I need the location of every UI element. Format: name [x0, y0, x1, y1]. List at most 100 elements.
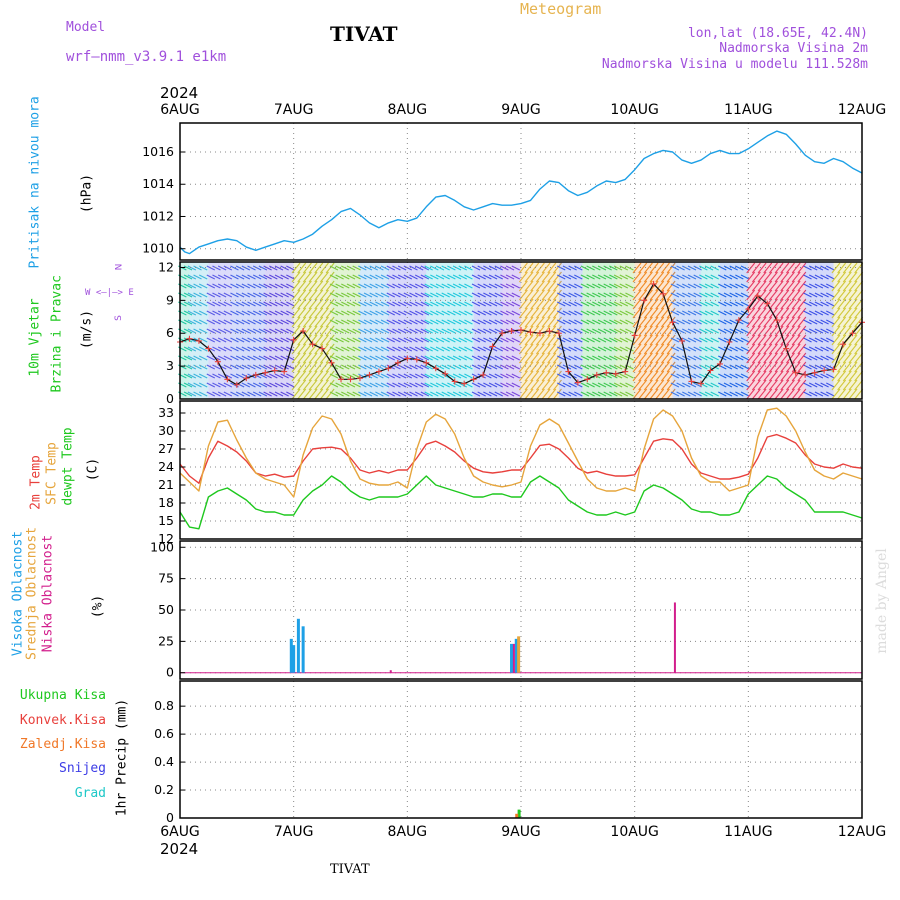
wind-arrow	[286, 301, 295, 307]
wind-arrow	[568, 265, 577, 271]
wind-arrow	[435, 310, 445, 316]
wind-arrow	[518, 334, 528, 346]
wind-arrow	[763, 343, 773, 355]
wind-arrow	[488, 301, 498, 307]
wind-arrow	[341, 328, 350, 334]
wind-arrow	[223, 265, 233, 271]
wind-arrow	[557, 382, 566, 388]
wind-arrow	[655, 379, 665, 391]
wind-arrow	[803, 337, 812, 343]
wind-arrow	[447, 310, 456, 316]
wind-arrow	[666, 379, 676, 391]
wind-arrow	[580, 301, 590, 307]
wind-gust-point	[309, 341, 316, 348]
wind-arrow	[597, 382, 607, 388]
wind-arrow	[483, 328, 492, 334]
wind-arrow	[723, 337, 733, 343]
wind-arrow	[458, 337, 467, 343]
wind-arrow	[831, 262, 841, 274]
wind-arrow	[435, 382, 445, 388]
wind-arrow	[751, 388, 761, 400]
wind-arrow	[452, 265, 462, 271]
wind-arrow	[471, 301, 481, 307]
wind-arrow	[826, 301, 835, 307]
wind-arrow	[369, 391, 378, 397]
wind-arrow	[325, 334, 335, 346]
wind-arrow	[547, 316, 557, 328]
wind-arrow	[409, 274, 418, 280]
wind-arrow	[718, 310, 727, 316]
wind-arrow	[603, 310, 612, 316]
wind-arrow	[661, 379, 670, 391]
wind-arrow	[325, 343, 335, 355]
wind-arrow	[751, 325, 761, 337]
wind-arrow	[223, 391, 233, 397]
wind-arrow	[386, 319, 396, 325]
wind-arrow	[477, 364, 486, 370]
wind-direction-field	[178, 262, 864, 400]
wind-arrow	[687, 274, 697, 280]
wind-arrow	[831, 379, 841, 391]
wind-arrow	[403, 391, 413, 397]
wind-arrow	[329, 283, 339, 289]
date-label-bottom: 9AUG	[501, 824, 541, 840]
wind-arrow	[212, 301, 221, 307]
wind-arrow	[580, 391, 590, 397]
wind-arrow	[241, 328, 251, 334]
wind-arrow	[269, 373, 278, 379]
wind-arrow	[346, 319, 356, 325]
wind-arrow	[464, 310, 473, 316]
wind-arrow	[369, 346, 378, 352]
wind-arrow	[710, 373, 719, 379]
wind-arrow	[464, 355, 473, 361]
wind-arrow	[280, 274, 289, 280]
wind-arrow	[363, 382, 373, 388]
wind-arrow	[488, 373, 498, 379]
wind-arrow	[212, 274, 221, 280]
wind-arrow	[769, 352, 778, 364]
temperature-frame	[179, 400, 863, 540]
wind-arrow	[297, 343, 307, 355]
wind-arrow	[670, 382, 680, 388]
wind-arrow	[375, 391, 384, 397]
wind-arrow	[603, 283, 612, 289]
bar-visoka-oblacnost	[289, 638, 293, 673]
wind-arrow	[586, 301, 595, 307]
wind-arrow	[803, 319, 812, 325]
wind-gust-point	[660, 290, 667, 297]
wind-arrow	[553, 370, 562, 382]
wind-arrow	[524, 262, 534, 274]
wind-arrow	[511, 337, 521, 343]
wind-arrow	[206, 355, 216, 361]
wind-arrow	[291, 325, 301, 337]
wind-arrow	[797, 352, 807, 364]
wind-arrow	[464, 346, 473, 352]
wind-arrow	[808, 355, 818, 361]
wind-arrow	[183, 265, 193, 271]
wind-arrow	[842, 388, 852, 400]
wind-arrow	[842, 379, 852, 391]
wind-arrow	[723, 274, 733, 280]
wind-arrow	[704, 274, 714, 280]
wind-arrow	[723, 355, 733, 361]
wind-arrow	[541, 343, 551, 355]
wind-arrow	[547, 280, 557, 292]
wind-gust-point	[385, 365, 392, 372]
wind-arrow	[424, 355, 433, 361]
wind-arrow	[808, 283, 818, 289]
wind-arrow	[302, 370, 312, 382]
wind-arrow	[341, 373, 350, 379]
wind-arrow	[791, 361, 801, 373]
wind-arrow	[409, 382, 418, 388]
wind-arrow	[780, 352, 790, 364]
wind-arrow	[241, 301, 251, 307]
wind-arrow	[363, 283, 373, 289]
wind-arrow	[774, 388, 784, 400]
wind-arrow	[424, 337, 433, 343]
wind-arrow	[687, 337, 697, 343]
wind-arrow	[363, 310, 373, 316]
wind-gust-point	[233, 381, 240, 388]
wind-arrow	[263, 274, 272, 280]
wind-regime-band	[189, 262, 209, 399]
wind-gust-point	[707, 367, 714, 374]
